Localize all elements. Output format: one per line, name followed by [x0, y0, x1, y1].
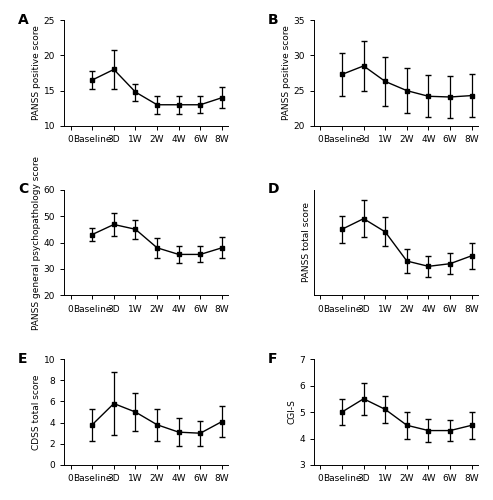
Y-axis label: PANSS total score: PANSS total score [302, 202, 311, 282]
Y-axis label: CDSS total score: CDSS total score [32, 374, 41, 450]
Y-axis label: PANSS general psychopathology score: PANSS general psychopathology score [32, 156, 41, 330]
Text: A: A [18, 12, 29, 26]
Text: C: C [18, 182, 28, 196]
Y-axis label: PANSS positive score: PANSS positive score [32, 26, 41, 120]
Text: E: E [18, 352, 28, 366]
Text: B: B [268, 12, 279, 26]
Text: D: D [268, 182, 280, 196]
Y-axis label: CGI-S: CGI-S [287, 400, 296, 424]
Text: F: F [268, 352, 278, 366]
Y-axis label: PANSS positive score: PANSS positive score [282, 26, 290, 120]
